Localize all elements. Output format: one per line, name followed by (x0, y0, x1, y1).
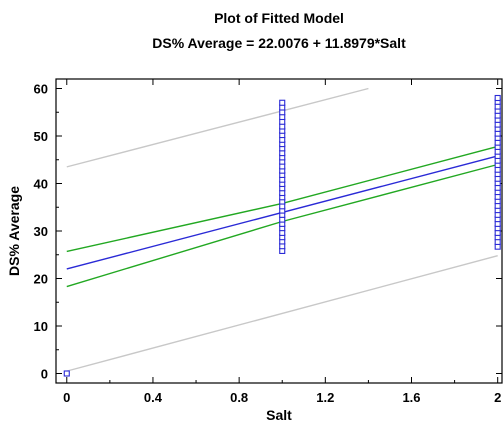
y-tick-label: 50 (34, 129, 48, 144)
prediction-lower-line (66, 255, 498, 372)
prediction-upper-line (66, 87, 369, 168)
chart-subtitle: DS% Average = 22.0076 + 11.8979*Salt (152, 35, 406, 51)
data-point (279, 99, 286, 106)
y-tick-label: 10 (34, 319, 48, 334)
data-point (63, 370, 70, 377)
y-axis-label: DS% Average (6, 186, 22, 276)
y-tick-labels: 0 10 20 30 40 50 60 (34, 82, 48, 382)
x-tick-label: 1.6 (402, 390, 420, 405)
prediction-limits (66, 87, 498, 372)
observations (63, 94, 501, 377)
y-tick-label: 0 (41, 367, 48, 382)
y-tick-label: 30 (34, 224, 48, 239)
chart-title: Plot of Fitted Model (214, 10, 344, 26)
plot-frame (55, 78, 503, 384)
y-tick-label: 40 (34, 177, 48, 192)
x-tick-label: 2 (494, 390, 501, 405)
data-point (494, 94, 501, 102)
x-tick-label: 0 (63, 390, 70, 405)
y-tick-label: 60 (34, 82, 48, 97)
x-tick-label: 0.8 (230, 390, 248, 405)
x-tick-labels: 0 0.4 0.8 1.2 1.6 2 (63, 390, 501, 405)
x-axis-label: Salt (266, 407, 292, 423)
y-tick-label: 20 (34, 272, 48, 287)
x-tick-label: 0.4 (144, 390, 163, 405)
x-tick-label: 1.2 (316, 390, 334, 405)
